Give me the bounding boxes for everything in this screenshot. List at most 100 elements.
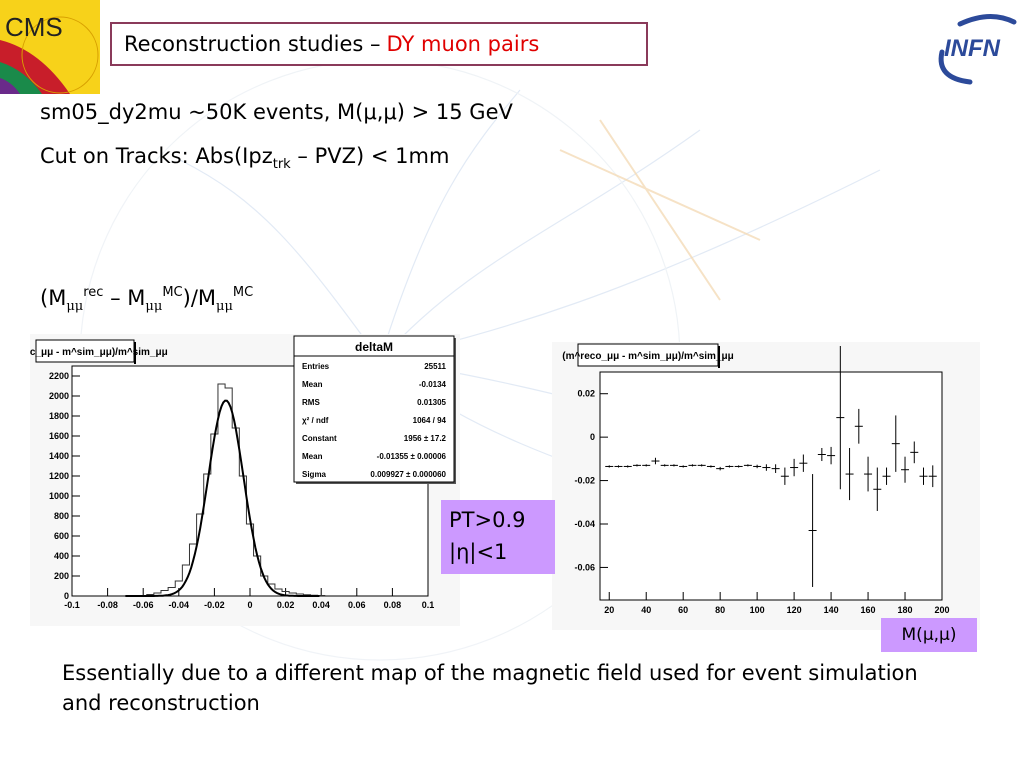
track-cut-prefix: Cut on Tracks: Abs(Ipz bbox=[40, 144, 273, 168]
stats-label: Constant bbox=[302, 434, 337, 443]
y-tick-label: 0.02 bbox=[577, 389, 595, 399]
x-tick-label: 0.08 bbox=[384, 600, 402, 610]
gaussian-fit-curve bbox=[125, 399, 320, 597]
formula-part-3: )/M bbox=[182, 286, 217, 310]
y-tick-label: 200 bbox=[54, 571, 69, 581]
data-point bbox=[688, 464, 697, 467]
data-point bbox=[651, 457, 660, 465]
data-point bbox=[753, 464, 762, 469]
y-tick-label: 600 bbox=[54, 531, 69, 541]
data-point bbox=[901, 456, 910, 483]
y-tick-label: 1600 bbox=[49, 431, 69, 441]
y-tick-label: 2000 bbox=[49, 391, 69, 401]
data-point bbox=[660, 464, 669, 467]
data-point bbox=[928, 465, 937, 488]
stats-value: -0.0134 bbox=[419, 380, 447, 389]
eta-cut: |η|<1 bbox=[449, 540, 508, 564]
data-point bbox=[854, 408, 863, 444]
stats-title: deltaM bbox=[355, 340, 393, 354]
formula-sub-3: μμ bbox=[216, 299, 233, 314]
x-tick-label: -0.06 bbox=[133, 600, 154, 610]
pt-cut: PT>0.9 bbox=[449, 508, 526, 532]
data-point bbox=[827, 446, 836, 465]
x-tick-label: 80 bbox=[715, 605, 725, 615]
data-point bbox=[669, 464, 678, 467]
x-tick-label: 0.06 bbox=[348, 600, 366, 610]
data-point bbox=[836, 345, 845, 490]
x-tick-label: 60 bbox=[678, 605, 688, 615]
stats-value: 1956 ± 17.2 bbox=[404, 434, 447, 443]
data-point bbox=[799, 454, 808, 472]
plot-title: (m^rec_μμ - m^sim_μμ)/m^sim_μμ bbox=[30, 347, 168, 358]
y-tick-label: 1800 bbox=[49, 411, 69, 421]
track-cut-subscript: trk bbox=[272, 157, 291, 172]
formula-part-1: (M bbox=[40, 286, 67, 310]
delta-m-histogram: -0.1 -0.08 -0.06 -0.04 -0.02 0 0.02 0.04 0.06 0.0… bbox=[30, 334, 460, 626]
x-tick-label: 160 bbox=[861, 605, 876, 615]
track-cut-description: Cut on Tracks: Abs(Ipztrk – PVZ) < 1mm bbox=[40, 144, 450, 172]
delta-m-vs-mass-plot: 20 40 60 80 100 120 140 160 180 200 -0.06 -0.04 -0.0… bbox=[552, 342, 980, 630]
y-tick-label: -0.06 bbox=[574, 562, 595, 572]
plot-title-shadow bbox=[134, 342, 136, 364]
y-tick-label: 1000 bbox=[49, 491, 69, 501]
data-point bbox=[780, 467, 789, 485]
resolution-formula: (Mμμrec – MμμMC)/MμμMC bbox=[40, 285, 253, 314]
formula-sup-2: MC bbox=[162, 285, 183, 300]
data-point bbox=[743, 464, 752, 467]
x-tick-label: 0 bbox=[247, 600, 252, 610]
stats-label: Entries bbox=[302, 362, 330, 371]
stats-value: 0.009927 ± 0.000060 bbox=[370, 470, 446, 479]
y-tick-label: -0.02 bbox=[574, 476, 595, 486]
y-tick-label: 400 bbox=[54, 551, 69, 561]
dataset-description: sm05_dy2mu ~50K events, M(μ,μ) > 15 GeV bbox=[40, 100, 513, 124]
y-tick-label: 0 bbox=[590, 432, 595, 442]
data-point bbox=[734, 465, 743, 468]
x-tick-label: 40 bbox=[641, 605, 651, 615]
stats-label: Sigma bbox=[302, 470, 327, 479]
x-tick-label: -0.02 bbox=[204, 600, 225, 610]
kinematic-cuts-box: PT>0.9 |η|<1 bbox=[441, 500, 555, 574]
stats-value: 25511 bbox=[424, 362, 446, 371]
cms-logo-text: CMS bbox=[5, 12, 63, 42]
plot-frame bbox=[599, 371, 943, 601]
title-highlight: DY muon pairs bbox=[386, 32, 540, 56]
x-tick-label: 120 bbox=[787, 605, 802, 615]
data-point bbox=[919, 467, 928, 485]
data-point bbox=[817, 448, 826, 462]
stats-value: 1064 / 94 bbox=[413, 416, 447, 425]
x-tick-label: 0.02 bbox=[277, 600, 295, 610]
data-point bbox=[873, 467, 882, 511]
plot-title: (m^reco_μμ - m^sim_μμ)/m^sim_μμ bbox=[562, 351, 734, 362]
stats-value: -0.01355 ± 0.00006 bbox=[377, 452, 447, 461]
x-tick-label: 100 bbox=[750, 605, 765, 615]
y-tick-label: 1200 bbox=[49, 471, 69, 481]
y-tick-label: -0.04 bbox=[574, 519, 595, 529]
x-tick-label: 140 bbox=[824, 605, 839, 615]
plot-title-shadow bbox=[718, 346, 720, 368]
y-tick-label: 0 bbox=[64, 591, 69, 601]
formula-sub-1: μμ bbox=[66, 299, 84, 314]
stats-label: χ² / ndf bbox=[302, 416, 329, 425]
data-point bbox=[642, 464, 651, 467]
formula-sup-1: rec bbox=[83, 285, 104, 300]
data-point bbox=[632, 464, 641, 467]
x-tick-label: -0.04 bbox=[169, 600, 190, 610]
data-point bbox=[725, 465, 734, 468]
stats-label: RMS bbox=[302, 398, 320, 407]
conclusion-text: Essentially due to a different map of th… bbox=[62, 661, 918, 715]
x-tick-label: 20 bbox=[604, 605, 614, 615]
data-point bbox=[614, 465, 623, 468]
data-point bbox=[845, 448, 854, 501]
data-point bbox=[864, 456, 873, 492]
infn-logo: INFN bbox=[938, 14, 1017, 85]
data-point bbox=[697, 464, 706, 467]
y-tick-label: 800 bbox=[54, 511, 69, 521]
data-point bbox=[790, 458, 799, 477]
y-tick-label: 2200 bbox=[49, 371, 69, 381]
data-point bbox=[706, 465, 715, 468]
x-tick-label: 0.1 bbox=[422, 600, 435, 610]
data-point bbox=[808, 474, 817, 587]
data-point bbox=[679, 465, 688, 468]
formula-part-2: – M bbox=[103, 286, 146, 310]
track-cut-suffix: – PVZ) < 1mm bbox=[290, 144, 450, 168]
